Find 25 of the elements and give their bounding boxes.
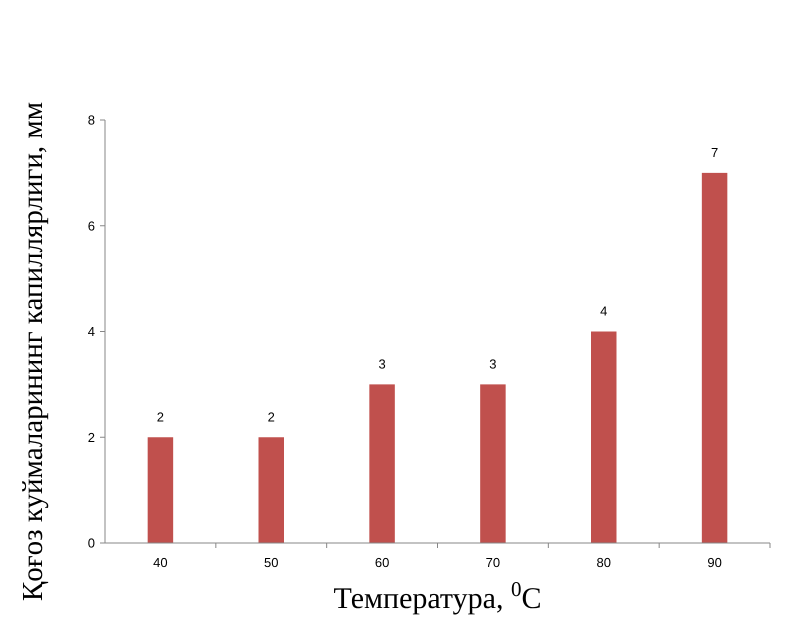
data-label: 2 [156, 409, 164, 424]
bar [702, 172, 728, 543]
bar [480, 384, 506, 543]
data-label: 3 [378, 356, 386, 372]
x-tick-label: 90 [707, 555, 722, 570]
x-tick-label: 40 [153, 555, 168, 570]
x-tick-label: 70 [486, 555, 500, 570]
y-tick-label: 4 [88, 324, 95, 340]
x-axis-title: Температура, $^{0}$C [334, 577, 542, 615]
y-tick-label: 0 [88, 536, 95, 551]
x-tick-label: 80 [596, 555, 611, 570]
x-tick-label: 50 [264, 555, 278, 570]
bar [369, 384, 395, 543]
data-label: 7 [710, 144, 718, 160]
data-label: 2 [268, 409, 275, 424]
bar [148, 437, 174, 543]
y-tick-label: 8 [88, 112, 95, 128]
y-tick-label: 2 [88, 430, 95, 445]
y-tick-label: 6 [88, 218, 95, 234]
y-axis-title: Қоғоз куймаларининг капиллярлиги, мм [17, 102, 49, 602]
bar [258, 437, 284, 543]
data-label: 4 [600, 304, 608, 318]
bar [591, 332, 616, 543]
x-tick-label: 60 [374, 555, 390, 570]
data-label: 3 [489, 356, 497, 372]
